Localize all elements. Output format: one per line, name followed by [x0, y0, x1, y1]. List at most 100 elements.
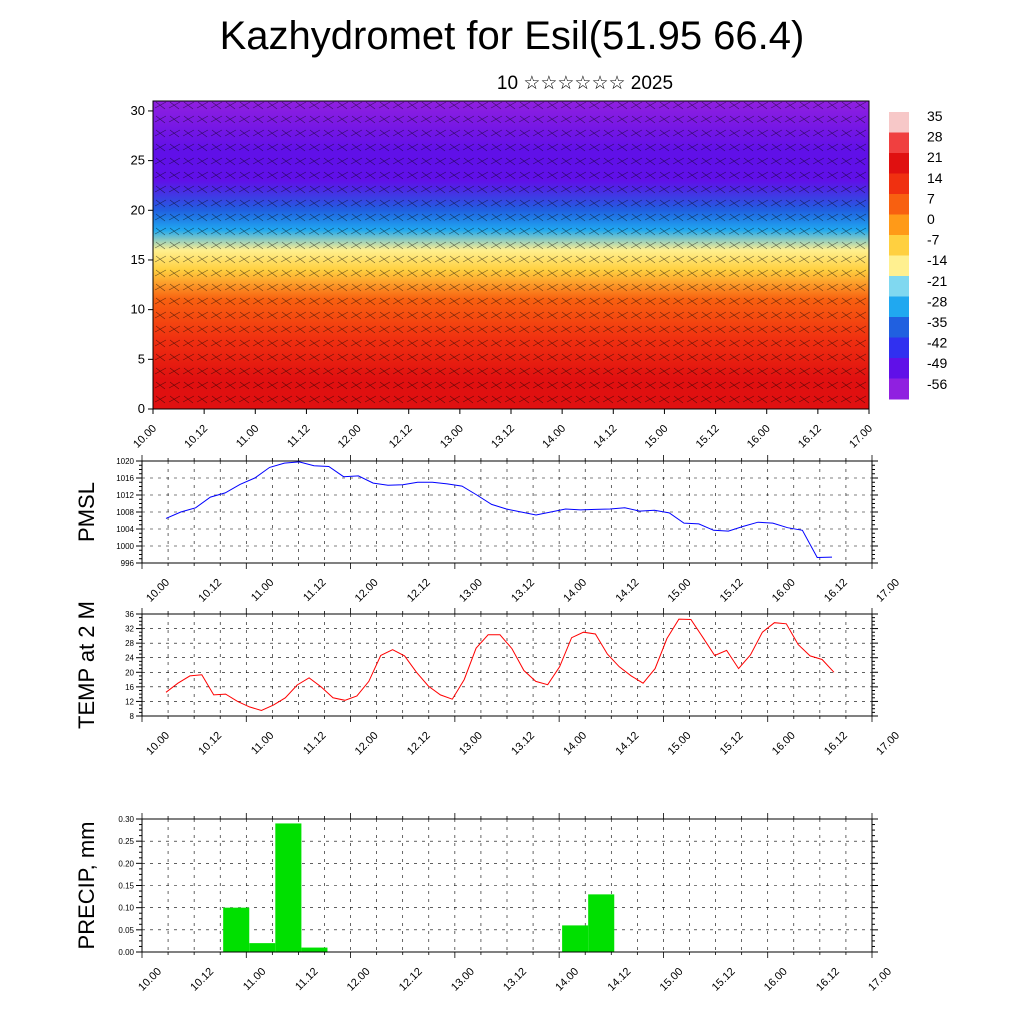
x-tick-label: 11.12 [301, 730, 328, 757]
colorbar-label: -21 [927, 273, 947, 289]
colorbar-label: 35 [927, 108, 943, 124]
x-tick-label: 13.00 [438, 423, 466, 451]
colorbar-swatch [889, 255, 909, 277]
y-tick-label: 16 [125, 683, 134, 692]
x-tick-label: 10.12 [188, 966, 216, 994]
colorbar-swatch [889, 214, 909, 236]
x-tick-label: 11.00 [249, 730, 276, 757]
y-tick-label: 30 [131, 103, 145, 118]
x-tick-label: 16.00 [745, 423, 773, 451]
x-tick-label: 16.12 [822, 577, 850, 605]
y-tick-label: 0.00 [118, 948, 134, 957]
precip-bar [249, 943, 276, 952]
y-tick-label: 5 [138, 351, 145, 366]
colorbar-swatch [889, 378, 909, 400]
x-tick-label: 14.12 [613, 577, 641, 605]
colorbar-swatch [889, 235, 909, 256]
chart-subtitle: 10 ☆☆☆☆☆☆ 2025 [496, 73, 674, 94]
y-tick-label: 996 [121, 559, 135, 568]
y-tick-label: 0.20 [118, 859, 134, 868]
x-tick-label: 13.00 [449, 966, 477, 994]
y-tick-label: 24 [125, 654, 134, 663]
y-tick-label: 1016 [116, 474, 134, 483]
y-tick-label: 36 [125, 610, 134, 619]
x-tick-label: 16.00 [762, 966, 790, 994]
precip-bar [275, 823, 302, 952]
x-tick-label: 15.00 [643, 423, 671, 451]
x-tick-label: 14.00 [561, 577, 589, 605]
temp-2m-chart: 8 12 16 20 24 28 32 36 10.00 10.12 11.00 11.12 12.00… [74, 601, 902, 758]
y-tick-label: 25 [131, 153, 145, 168]
colorbar-label: -49 [927, 355, 947, 371]
y-axis-label: PRECIP, mm [74, 822, 99, 950]
precip-bar [223, 907, 250, 952]
colorbar: 35 28 21 14 7 0 -7 -14 -21 -28 -35 -42 -49 -56 [889, 108, 947, 400]
x-tick-label: 11.00 [249, 577, 276, 604]
y-tick-label: 15 [131, 252, 145, 267]
colorbar-label: 0 [927, 211, 935, 227]
x-tick-label: 12.12 [397, 966, 425, 994]
x-tick-label: 13.00 [457, 730, 485, 758]
x-tick-label: 10.12 [196, 730, 224, 758]
y-tick-label: 1020 [116, 457, 134, 466]
y-tick-label: 28 [125, 639, 134, 648]
x-tick-label: 10.00 [131, 423, 159, 451]
y-tick-label: 0.15 [118, 882, 134, 891]
colorbar-swatch [889, 132, 909, 154]
y-tick-label: 20 [125, 668, 134, 677]
x-tick-label: 15.12 [694, 423, 722, 451]
colorbar-label: -35 [927, 314, 947, 330]
x-tick-label: 17.00 [847, 423, 875, 451]
x-tick-label: 17.00 [866, 966, 894, 994]
x-tick-label: 14.12 [591, 423, 619, 451]
y-tick-label: 0.30 [118, 815, 134, 824]
colorbar-swatch [889, 337, 909, 359]
x-tick-label: 16.00 [770, 577, 798, 605]
x-tick-label: 12.12 [387, 423, 415, 451]
x-tick-label: 13.00 [457, 577, 485, 605]
colorbar-label: -42 [927, 335, 947, 351]
y-tick-label: 12 [125, 697, 134, 706]
y-tick-label: 20 [131, 202, 145, 217]
colorbar-label: -7 [927, 232, 940, 248]
y-tick-label: 8 [130, 712, 135, 721]
colorbar-swatch [889, 317, 909, 338]
y-tick-label: 1012 [116, 491, 134, 500]
colorbar-swatch [889, 296, 909, 318]
x-tick-label: 10.00 [144, 730, 172, 758]
precip-bar [301, 947, 328, 952]
y-tick-label: 1000 [116, 542, 134, 551]
x-tick-label: 14.00 [553, 966, 581, 994]
wind-vectors [153, 101, 869, 409]
series-line [165, 618, 835, 712]
colorbar-swatch [889, 358, 909, 379]
y-tick-label: 32 [125, 625, 134, 634]
x-tick-label: 17.00 [874, 730, 902, 758]
chart-title: Kazhydromet for Esil(51.95 66.4) [219, 14, 805, 58]
y-tick-label: 0 [138, 401, 145, 416]
x-tick-label: 12.00 [353, 730, 381, 758]
x-tick-label: 10.12 [182, 423, 210, 451]
x-tick-label: 11.00 [241, 966, 268, 993]
x-tick-label: 10.12 [196, 577, 224, 605]
x-tick-label: 16.00 [770, 730, 798, 758]
x-tick-label: 11.12 [301, 577, 328, 604]
x-tick-label: 13.12 [501, 966, 529, 994]
x-tick-label: 15.00 [658, 966, 686, 994]
colorbar-swatch [889, 112, 909, 133]
y-tick-label: 0.10 [118, 904, 134, 913]
x-tick-label: 14.12 [605, 966, 633, 994]
x-tick-label: 16.12 [814, 966, 842, 994]
x-tick-label: 14.00 [561, 730, 589, 758]
precip-bar [562, 925, 589, 952]
x-tick-label: 11.12 [293, 966, 320, 993]
x-tick-label: 15.12 [710, 966, 738, 994]
pmsl-chart: 996 1000 1004 1008 1012 1016 1020 10.00 10.12 11.… [74, 455, 902, 605]
precip-bar [588, 894, 615, 952]
x-tick-label: 12.12 [405, 730, 433, 758]
x-tick-label: 16.12 [822, 730, 850, 758]
x-tick-label: 12.00 [353, 577, 381, 605]
x-tick-label: 15.12 [718, 577, 746, 605]
x-tick-label: 17.00 [874, 577, 902, 605]
